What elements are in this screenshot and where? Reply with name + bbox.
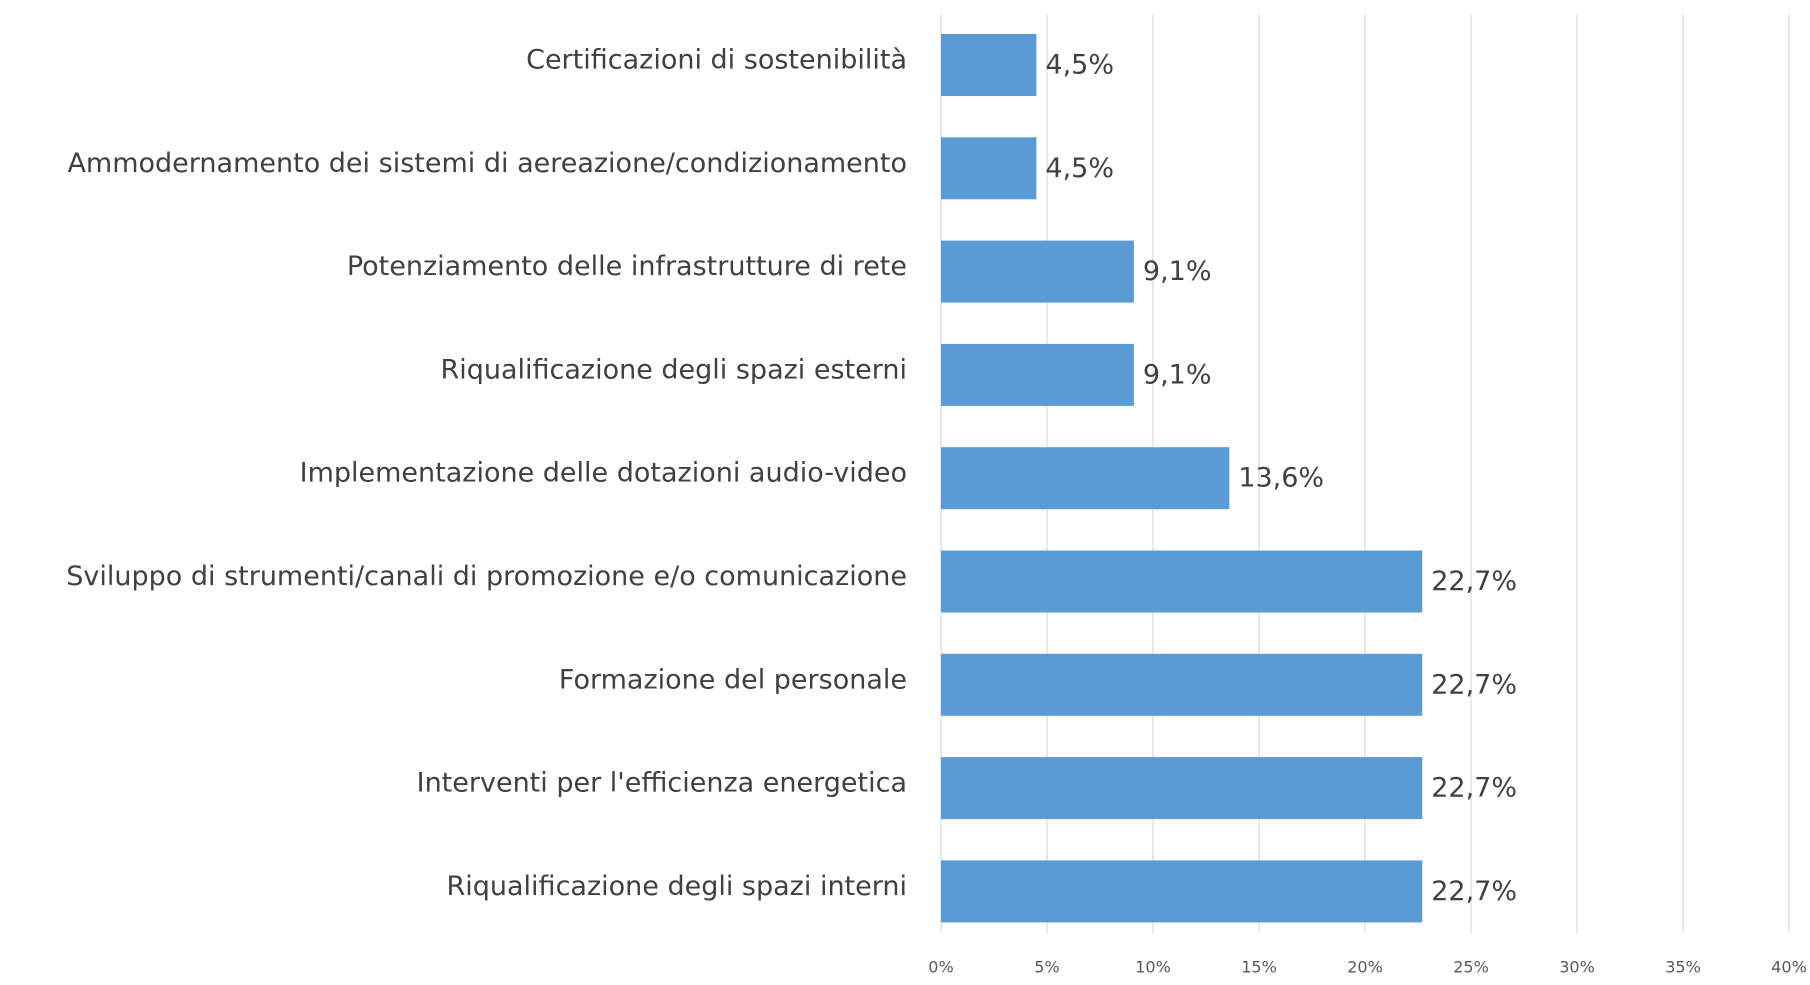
y-tick-label: Interventi per l'efficienza energetica [417, 768, 907, 799]
data-label: 22,7% [1431, 773, 1517, 804]
y-tick-label: Implementazione delle dotazioni audio-vi… [300, 458, 907, 489]
data-label: 9,1% [1143, 256, 1212, 287]
x-tick-label: 5% [1034, 958, 1059, 977]
data-label: 22,7% [1431, 876, 1517, 907]
data-label: 13,6% [1238, 463, 1324, 494]
bar [941, 137, 1037, 200]
bar [941, 447, 1230, 510]
y-tick-label: Formazione del personale [559, 664, 907, 695]
x-tick-label: 20% [1347, 958, 1383, 977]
data-label: 22,7% [1431, 566, 1517, 597]
y-tick-label: Riqualificazione degli spazi esterni [440, 354, 907, 385]
y-tick-label: Sviluppo di strumenti/canali di promozio… [66, 561, 907, 592]
bar [941, 240, 1134, 303]
bar [941, 653, 1423, 716]
y-tick-label: Riqualificazione degli spazi interni [447, 871, 908, 902]
data-label: 9,1% [1143, 359, 1212, 390]
x-tick-label: 35% [1665, 958, 1701, 977]
y-tick-label: Certificazioni di sostenibilità [526, 45, 907, 76]
y-tick-label: Potenziamento delle infrastrutture di re… [347, 251, 907, 282]
x-tick-label: 15% [1241, 958, 1277, 977]
bar [941, 34, 1037, 96]
x-tick-label: 10% [1135, 958, 1171, 977]
data-label: 4,5% [1045, 50, 1114, 81]
x-tick-label: 40% [1771, 958, 1807, 977]
bar [941, 860, 1423, 923]
bar [941, 343, 1134, 406]
x-tick-label: 30% [1559, 958, 1595, 977]
x-tick-label: 25% [1453, 958, 1489, 977]
bar [941, 550, 1423, 613]
data-label: 22,7% [1431, 669, 1517, 700]
data-label: 4,5% [1045, 153, 1114, 184]
x-tick-label: 0% [928, 958, 953, 977]
bar [941, 757, 1423, 820]
y-tick-label: Ammodernamento dei sistemi di aereazione… [67, 148, 907, 179]
